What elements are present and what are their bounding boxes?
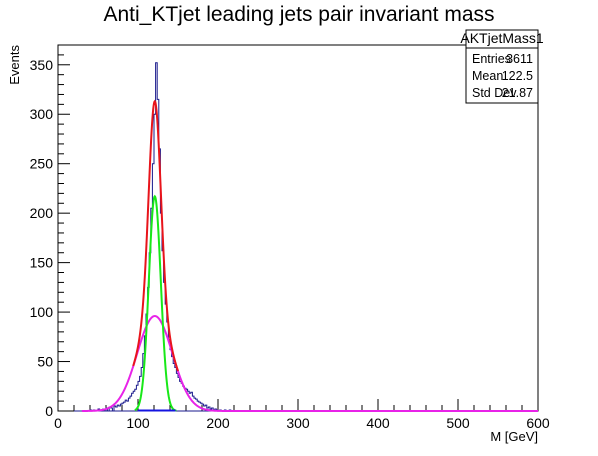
y-tick-label: 50 [37, 354, 53, 370]
y-tick-label: 0 [45, 403, 53, 419]
y-tick-label: 250 [30, 156, 54, 172]
total-fit-curve [132, 99, 179, 372]
x-tick-label: 600 [526, 415, 550, 431]
x-tick-label: 500 [446, 415, 470, 431]
y-tick-label: 200 [30, 205, 54, 221]
x-tick-label: 0 [54, 415, 62, 431]
y-tick-label: 150 [30, 255, 54, 271]
y-axis-label: Events [7, 45, 22, 85]
y-tick-label: 300 [30, 106, 54, 122]
stats-stddev-label: Std Dev [472, 86, 517, 100]
stats-box: AKTjetMass1 Entries 3611 Mean 122.5 Std … [460, 29, 544, 104]
x-axis-label: M [GeV] [490, 429, 538, 444]
x-axis-ticks [57, 399, 539, 411]
x-tick-label: 200 [206, 415, 230, 431]
stats-box-frame [465, 29, 539, 104]
stats-entries-value: 3611 [506, 52, 533, 66]
x-tick-label: 400 [366, 415, 390, 431]
stats-box-title: AKTjetMass1 [460, 30, 543, 46]
fit-curves [82, 99, 538, 412]
chart-title: Anti_KTjet leading jets pair invariant m… [103, 3, 494, 26]
x-tick-labels: 0 100 200 300 400 500 600 [54, 415, 550, 431]
y-tick-label: 350 [30, 57, 54, 73]
stats-entries-label: Entries [472, 52, 511, 66]
histogram-series [74, 62, 538, 412]
stats-mean-value: 122.5 [502, 69, 533, 83]
histogram-outline [89, 62, 232, 411]
background-fit-curve [82, 315, 538, 412]
x-tick-label: 100 [126, 415, 150, 431]
stats-stddev-value: 21.87 [502, 86, 533, 100]
y-tick-labels: 0 50 100 150 200 250 300 350 [30, 57, 54, 419]
signal-fit-curve [134, 194, 177, 412]
x-tick-label: 300 [286, 415, 310, 431]
stats-mean-label: Mean [472, 69, 503, 83]
y-axis-ticks [58, 44, 70, 412]
y-tick-label: 100 [30, 304, 54, 320]
